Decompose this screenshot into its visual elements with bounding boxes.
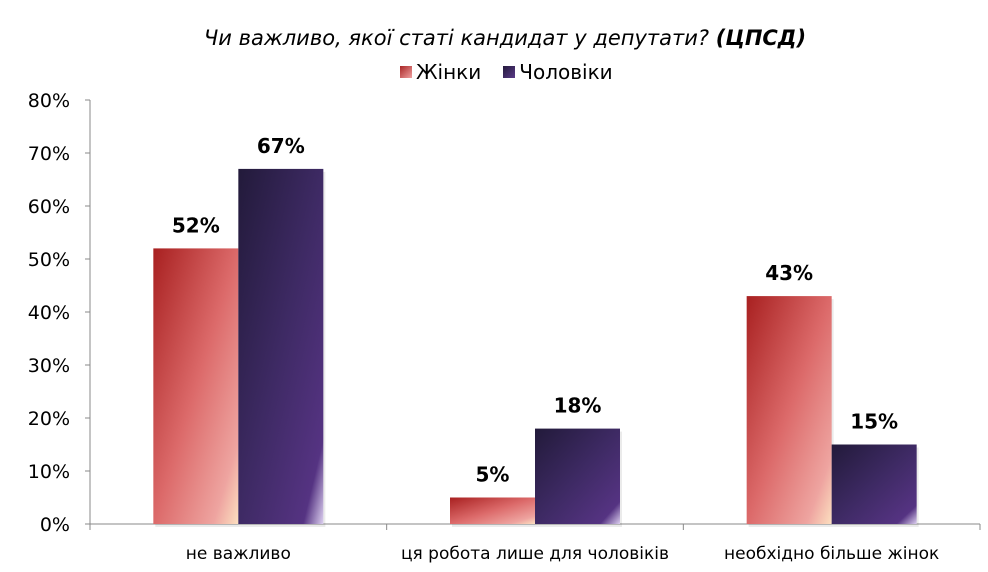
- data-label: 67%: [257, 134, 305, 158]
- y-tick-label: 50%: [28, 249, 70, 271]
- y-tick-label: 30%: [28, 355, 70, 377]
- data-label: 15%: [850, 410, 898, 434]
- data-label: 52%: [172, 213, 220, 237]
- y-tick-label: 40%: [28, 302, 70, 324]
- y-tick-label: 60%: [28, 196, 70, 218]
- data-label: 43%: [765, 261, 813, 285]
- data-label: 5%: [476, 463, 510, 487]
- y-tick-label: 80%: [28, 90, 70, 112]
- legend-label-men: Чоловіки: [519, 60, 613, 84]
- bar-men: [238, 168, 324, 524]
- data-label: 18%: [554, 394, 602, 418]
- chart-title-source: (ЦПСД): [715, 26, 807, 50]
- y-tick-label: 10%: [28, 461, 70, 483]
- legend: Жінки Чоловіки: [400, 60, 613, 84]
- bar-women: [450, 497, 535, 524]
- bar-women: [746, 296, 832, 524]
- x-category-label: ця робота лише для чоловіків: [401, 544, 669, 564]
- y-tick-label: 0%: [40, 514, 70, 536]
- legend-swatch-women: [400, 66, 412, 78]
- y-tick-label: 20%: [28, 408, 70, 430]
- chart-title: Чи важливо, якої статі кандидат у депута…: [0, 26, 988, 50]
- legend-label-women: Жінки: [416, 60, 482, 84]
- x-category-label: необхідно більше жінок: [724, 544, 939, 564]
- chart-title-text: Чи важливо, якої статі кандидат у депута…: [203, 26, 710, 50]
- bar-women: [153, 248, 239, 524]
- legend-item-men: Чоловіки: [503, 60, 613, 84]
- legend-item-women: Жінки: [400, 60, 481, 84]
- legend-swatch-men: [503, 66, 516, 78]
- y-tick-label: 70%: [28, 143, 70, 165]
- bar-men: [535, 428, 620, 524]
- bar-men: [831, 444, 917, 524]
- x-category-label: не важливо: [186, 544, 291, 564]
